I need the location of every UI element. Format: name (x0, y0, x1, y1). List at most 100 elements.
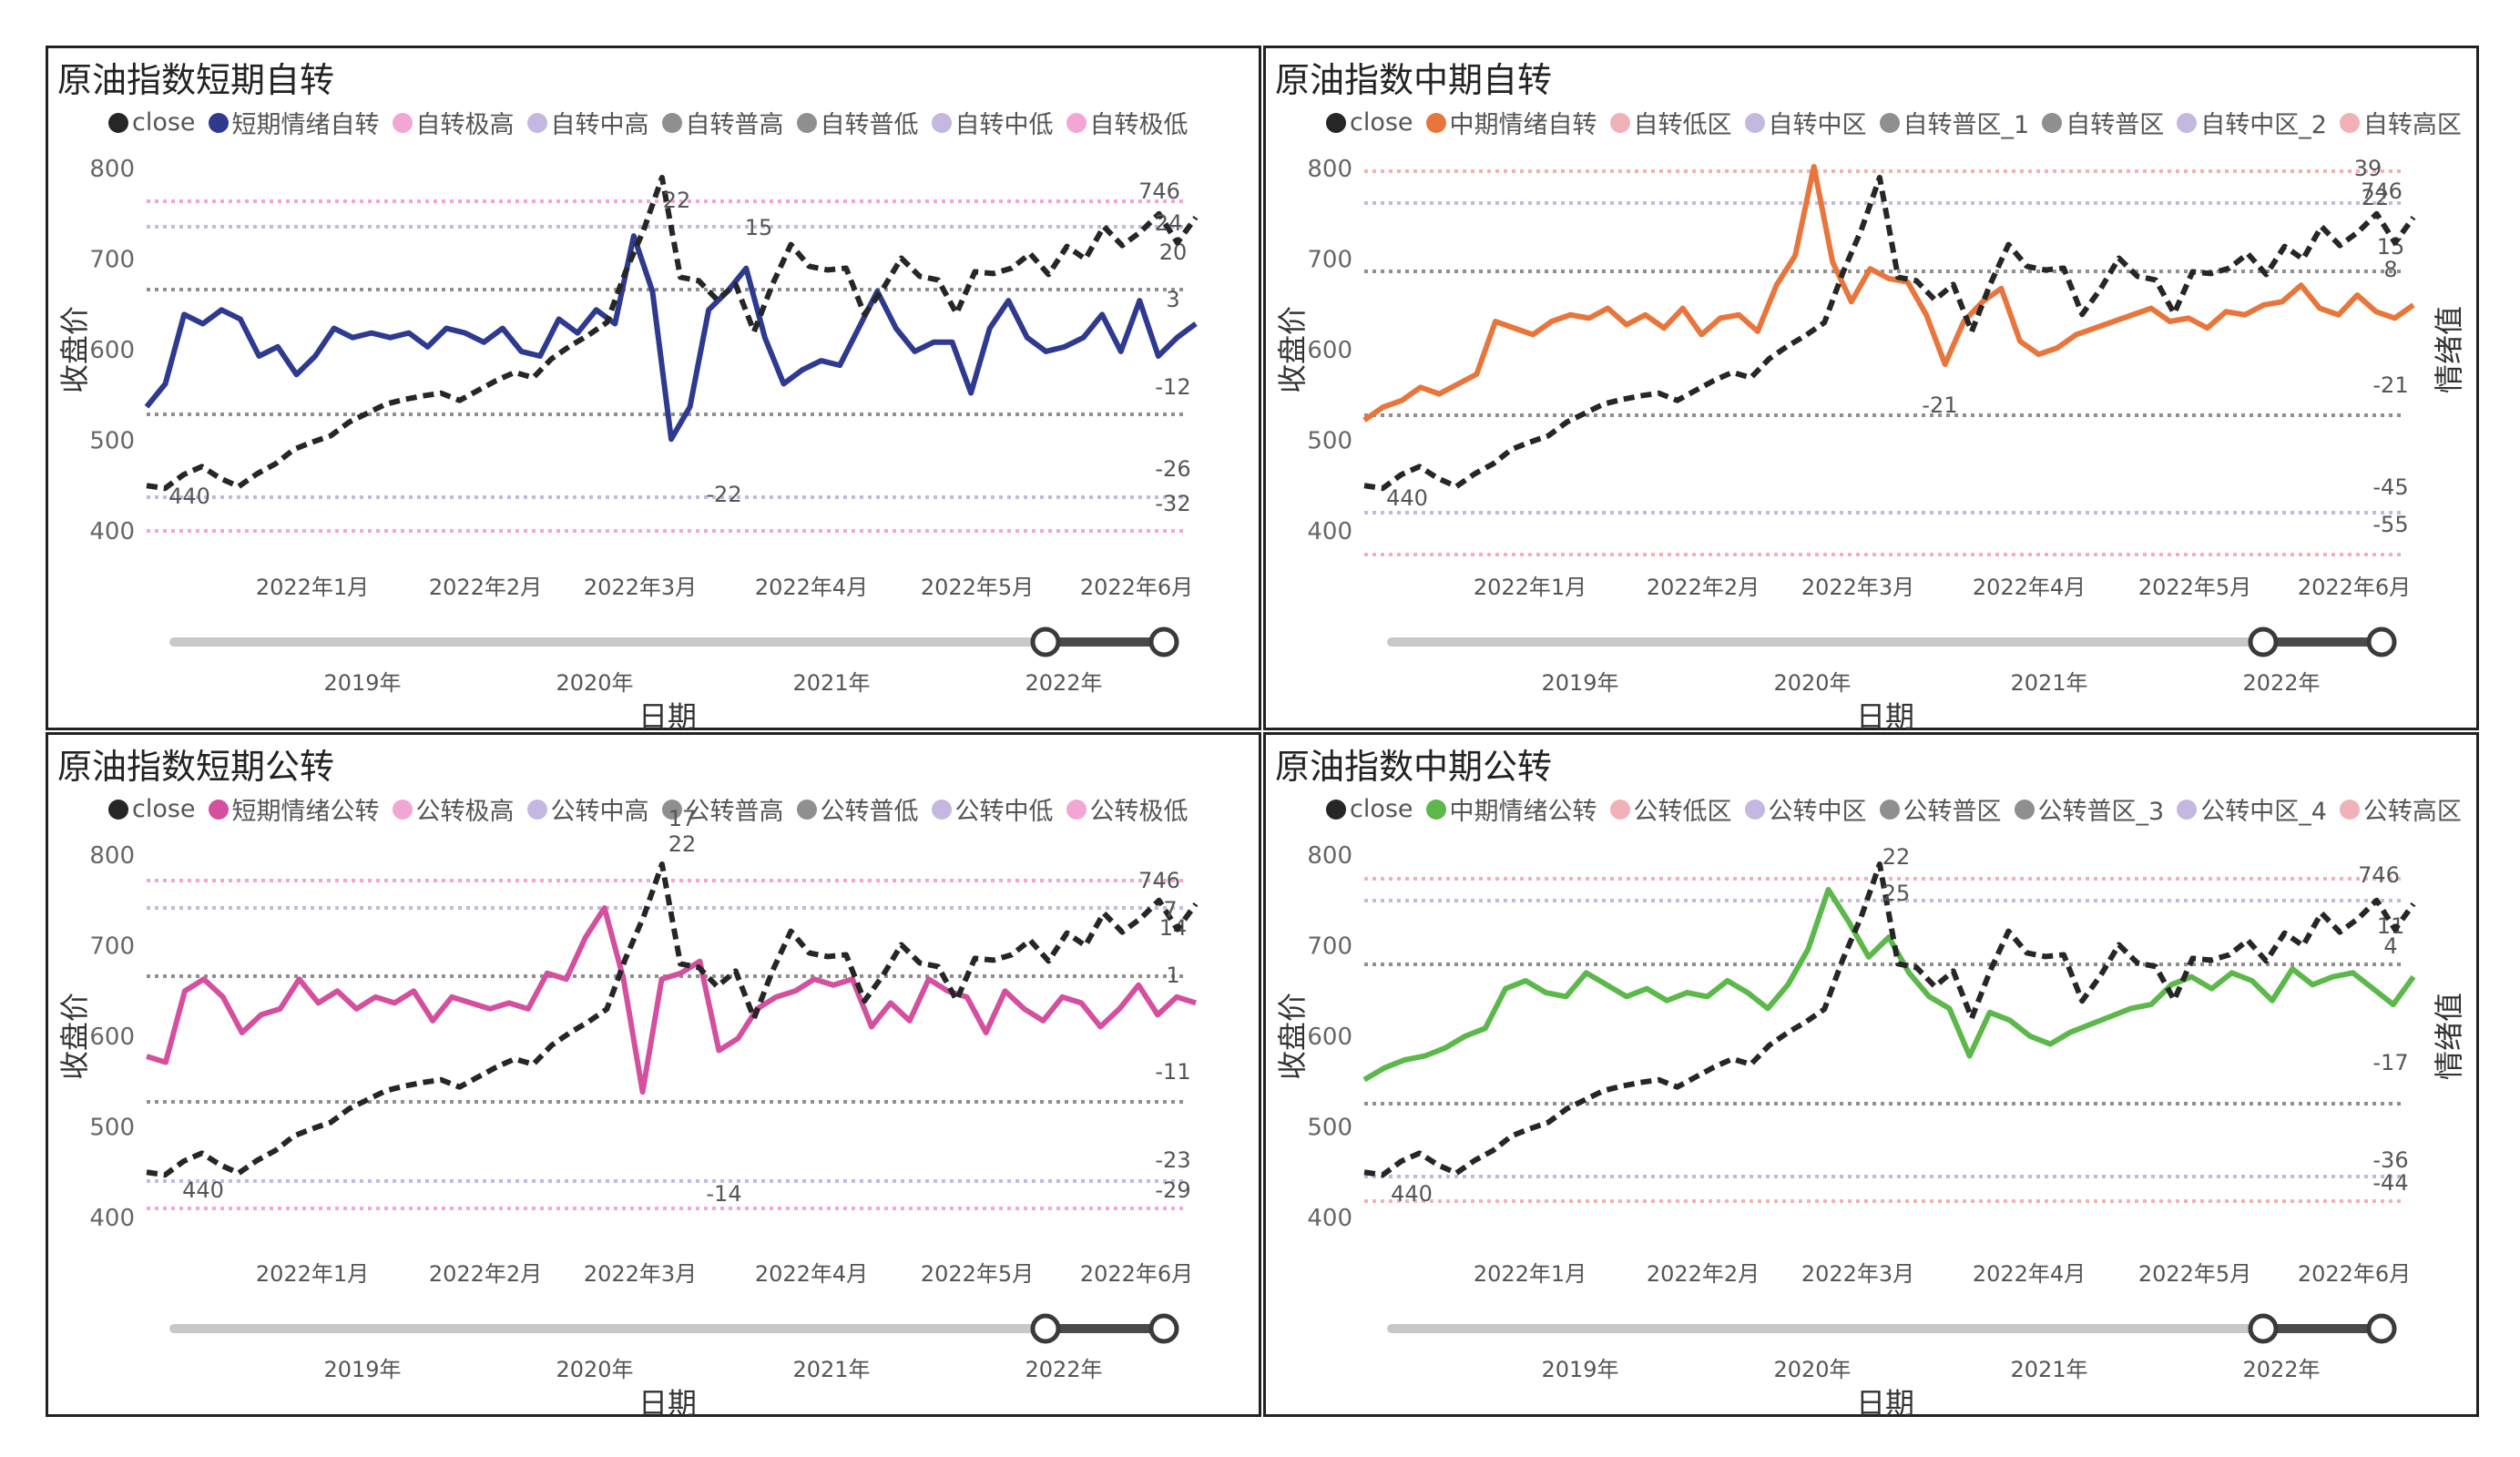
legend-marker-icon (208, 112, 229, 133)
legend-item[interactable]: 公转中低 (931, 791, 1054, 827)
x-axis-label: 日期 (638, 1386, 697, 1421)
legend-marker-icon (661, 799, 682, 820)
y-tick-label: 800 (1307, 156, 1352, 183)
slider-handle-start[interactable] (1030, 627, 1061, 657)
y-tick-label: 400 (1307, 1205, 1352, 1232)
band-value-label: -45 (2372, 474, 2408, 500)
legend-item[interactable]: 公转普低 (796, 791, 919, 827)
legend-item[interactable]: close (108, 791, 196, 827)
slider-handle-end[interactable] (2366, 1313, 2397, 1344)
x-tick-label: 2022年5月 (2138, 575, 2251, 600)
x-tick-label: 2022年2月 (429, 575, 542, 600)
legend-item[interactable]: close (108, 105, 196, 140)
slider-tick-label: 2020年 (556, 1357, 633, 1382)
data-label: 39 (2354, 156, 2382, 181)
legend-item[interactable]: 自转普区_1 (1879, 105, 2030, 140)
band-value-label: -55 (2372, 512, 2408, 537)
y-tick-label: 700 (89, 247, 135, 274)
y-tick-label: 600 (89, 1024, 135, 1051)
legend-item[interactable]: close (1326, 791, 1413, 827)
slider-handle-end[interactable] (2366, 627, 2397, 657)
legend-item[interactable]: 公转中区 (1744, 791, 1867, 827)
x-tick-label: 2022年2月 (429, 1261, 542, 1287)
legend-item[interactable]: 自转中区 (1744, 105, 1867, 140)
legend-marker-icon (108, 112, 128, 133)
legend-item[interactable]: 短期情绪自转 (208, 105, 380, 140)
legend-item[interactable]: 自转普区 (2042, 105, 2164, 140)
legend-marker-icon (1744, 112, 1765, 133)
x-axis-label: 日期 (1856, 1386, 1914, 1421)
legend-item[interactable]: 公转中区_4 (2177, 791, 2327, 827)
legend-item[interactable]: close (1326, 105, 1413, 140)
data-label: 440 (1391, 1181, 1433, 1207)
data-label: 17 (668, 806, 697, 831)
legend-label: 公转中高 (550, 798, 649, 826)
slider-handle-end[interactable] (1148, 627, 1179, 657)
data-label: 22 (2362, 185, 2390, 210)
legend: close 短期情绪自转 自转极高 自转中高 自转普高 自转普低 自转中低 自转极低 (108, 105, 1201, 140)
legend-item[interactable]: 自转中高 (526, 105, 649, 140)
slider-tick-label: 2021年 (792, 1357, 870, 1382)
legend-item[interactable]: 自转普高 (661, 105, 784, 140)
chart-panel-short-self: 原油指数短期自转 close 短期情绪自转 自转极高 自转中高 自转普高 自转普低 自转中低… (46, 46, 1261, 734)
legend-item[interactable]: 公转普高 (661, 791, 784, 827)
data-label: 15 (745, 215, 773, 240)
x-tick-label: 2022年5月 (921, 1261, 1034, 1287)
close-series-line (146, 861, 1199, 1178)
legend-item[interactable]: 公转普区_3 (2014, 791, 2164, 827)
band-value-label: 8 (2383, 257, 2397, 282)
legend-label: 公转低区 (1633, 798, 1732, 826)
x-tick-label: 2022年5月 (921, 575, 1034, 600)
x-tick-label: 2022年5月 (2138, 1261, 2251, 1287)
legend-marker-icon (526, 112, 547, 133)
x-tick-label: 2022年6月 (1080, 1261, 1193, 1287)
data-label: 24 (1155, 210, 1183, 236)
legend-item[interactable]: 自转低区 (1609, 105, 1732, 140)
data-label: 22 (668, 831, 697, 857)
y-tick-label: 400 (89, 1205, 135, 1232)
legend-label: 自转低区 (1633, 111, 1732, 139)
y-tick-label: 700 (89, 933, 135, 961)
legend-label: 自转普低 (820, 111, 919, 139)
data-label: 746 (1138, 178, 1180, 204)
legend-item[interactable]: 公转极低 (1066, 791, 1189, 827)
data-label: 7 (1163, 897, 1177, 922)
slider-tick-label: 2019年 (323, 1357, 401, 1382)
slider-handle-start[interactable] (2248, 627, 2279, 657)
legend-label: 公转中区_4 (2200, 798, 2327, 826)
legend-item[interactable]: 自转中低 (931, 105, 1054, 140)
panel-title: 原油指数短期自转 (57, 60, 335, 100)
legend-label: 自转普区 (2066, 111, 2165, 139)
legend-item[interactable]: 自转中区_2 (2177, 105, 2327, 140)
legend-item[interactable]: 公转中高 (526, 791, 649, 827)
legend-marker-icon (1744, 799, 1765, 820)
chart-svg: 800 700 600 500 400 收盘价 20 3 -12 -26 -32 746 24 22 15 -… (57, 156, 1199, 734)
slider-handle-end[interactable] (1148, 1313, 1179, 1344)
legend-item[interactable]: 自转高区 (2339, 105, 2462, 140)
legend-item[interactable]: 公转普区 (1879, 791, 2002, 827)
x-tick-label: 2022年2月 (1647, 1261, 1760, 1287)
legend-item[interactable]: 公转高区 (2339, 791, 2462, 827)
band-value-label: -12 (1155, 374, 1190, 400)
x-tick-label: 2022年2月 (1647, 575, 1760, 600)
legend: close 短期情绪公转 公转极高 公转中高 公转普高 公转普低 公转中低 公转极低 (108, 791, 1201, 827)
legend-item[interactable]: 自转普低 (796, 105, 919, 140)
x-tick-label: 2022年3月 (584, 575, 697, 600)
legend-label: 自转普区_1 (1903, 111, 2030, 139)
legend-item[interactable]: 自转极高 (392, 105, 515, 140)
legend-item[interactable]: 短期情绪公转 (208, 791, 380, 827)
slider-handle-start[interactable] (2248, 1313, 2279, 1344)
legend-label: 自转高区 (2362, 111, 2462, 139)
legend-label: 自转极低 (1089, 111, 1189, 139)
chart-panel-short-public: 原油指数短期公转 close 短期情绪公转 公转极高 公转中高 公转普高 公转普低 公转中低… (46, 732, 1261, 1421)
legend-item[interactable]: 自转极低 (1066, 105, 1189, 140)
slider-handle-start[interactable] (1030, 1313, 1061, 1344)
chart-panel-mid-public: 原油指数中期公转 close 中期情绪公转 公转低区 公转中区 公转普区 公转普区_3 公转… (1263, 732, 2479, 1421)
legend-item[interactable]: 中期情绪公转 (1425, 791, 1597, 827)
legend-item[interactable]: 公转极高 (392, 791, 515, 827)
x-tick-label: 2022年4月 (1973, 1261, 2086, 1287)
legend-item[interactable]: 中期情绪自转 (1425, 105, 1597, 140)
legend-item[interactable]: 公转低区 (1609, 791, 1732, 827)
